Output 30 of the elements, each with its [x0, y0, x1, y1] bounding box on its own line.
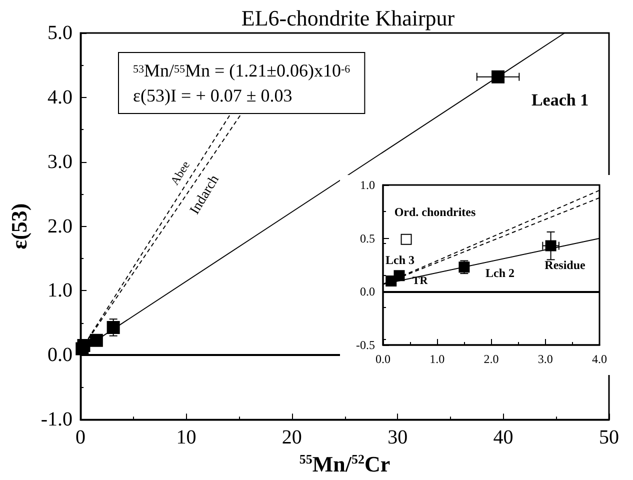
y-tick-label: 0.5	[360, 231, 375, 246]
annotation: TR	[412, 275, 429, 287]
annotation: Leach 1	[531, 90, 589, 110]
chart-title: EL6-chondrite Khairpur	[241, 6, 456, 30]
x-tick-label: 10	[176, 426, 196, 449]
x-tick-label: 30	[388, 426, 408, 449]
annotation: Ord. chondrites	[394, 205, 476, 219]
annotation: Residue	[544, 258, 586, 272]
y-axis-title: ε(53)	[6, 203, 32, 250]
y-tick-label: 2.0	[48, 215, 73, 238]
x-tick-label: 40	[493, 426, 514, 449]
x-tick-label: 2.0	[484, 352, 499, 366]
y-tick-label: 0.0	[360, 284, 375, 299]
x-tick-label: 4.0	[592, 352, 607, 366]
x-tick-label: 0	[76, 426, 86, 449]
x-tick-label: 0.0	[376, 352, 390, 366]
x-tick-label: 50	[599, 426, 619, 449]
x-tick-label: 1.0	[430, 352, 445, 366]
y-tick-label: 1.0	[360, 178, 375, 192]
annotation: Lch 3	[385, 253, 415, 267]
y-tick-label: 4.0	[48, 86, 73, 108]
y-tick-label: 3.0	[48, 150, 73, 173]
y-tick-label: -0.5	[356, 338, 375, 352]
y-tick-label: 5.0	[48, 22, 73, 44]
x-tick-label: 20	[282, 426, 302, 449]
y-tick-label: -1.0	[40, 408, 73, 431]
x-tick-label: 3.0	[538, 352, 553, 366]
annotation: Lch 2	[485, 266, 515, 280]
annotation: ε(53)I = + 0.07 ± 0.03	[133, 86, 292, 106]
y-tick-label: 1.0	[48, 280, 73, 302]
